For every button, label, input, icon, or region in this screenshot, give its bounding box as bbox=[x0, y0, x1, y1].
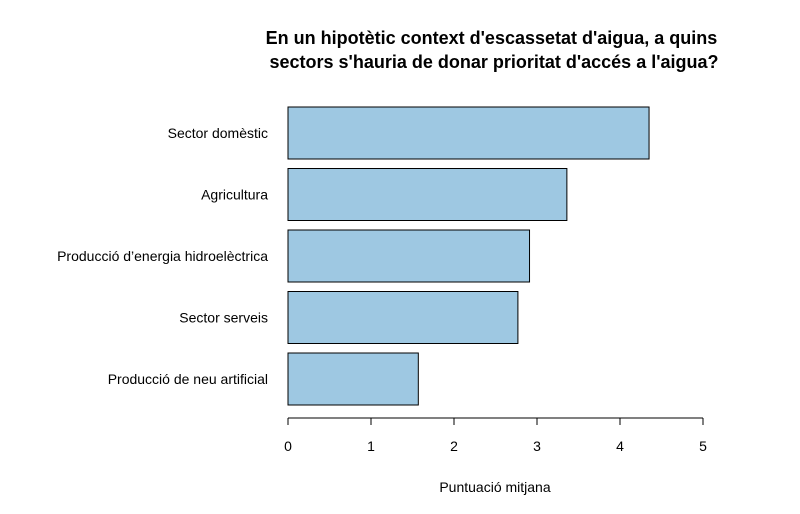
chart-title-line-2: sectors s'hauria de donar prioritat d'ac… bbox=[270, 52, 719, 72]
x-axis-label: Puntuació mitjana bbox=[439, 479, 551, 495]
bar bbox=[287, 168, 568, 221]
x-tick-label: 0 bbox=[284, 438, 292, 454]
bars-group bbox=[287, 106, 650, 406]
x-tick-label: 4 bbox=[616, 438, 624, 454]
bar bbox=[287, 352, 419, 406]
category-label: Sector domèstic bbox=[168, 125, 268, 141]
x-tick-label: 3 bbox=[533, 438, 541, 454]
category-label: Sector serveis bbox=[179, 310, 268, 326]
category-label: Producció de neu artificial bbox=[108, 371, 268, 387]
category-label: Producció d’energia hidroelèctrica bbox=[57, 248, 268, 264]
chart-title: En un hipotètic context d'escassetat d'a… bbox=[266, 28, 723, 72]
category-labels: Sector domèstic Agricultura Producció d’en… bbox=[57, 125, 268, 387]
x-tick-label: 5 bbox=[699, 438, 707, 454]
x-tick-label: 1 bbox=[367, 438, 375, 454]
category-label: Agricultura bbox=[201, 187, 268, 203]
bar bbox=[287, 229, 531, 283]
bar bbox=[287, 106, 650, 160]
x-tick-label: 2 bbox=[450, 438, 458, 454]
x-axis: 0 1 2 3 4 5 bbox=[284, 417, 707, 454]
chart-title-line-1: En un hipotètic context d'escassetat d'a… bbox=[266, 28, 718, 48]
bar bbox=[287, 291, 519, 344]
